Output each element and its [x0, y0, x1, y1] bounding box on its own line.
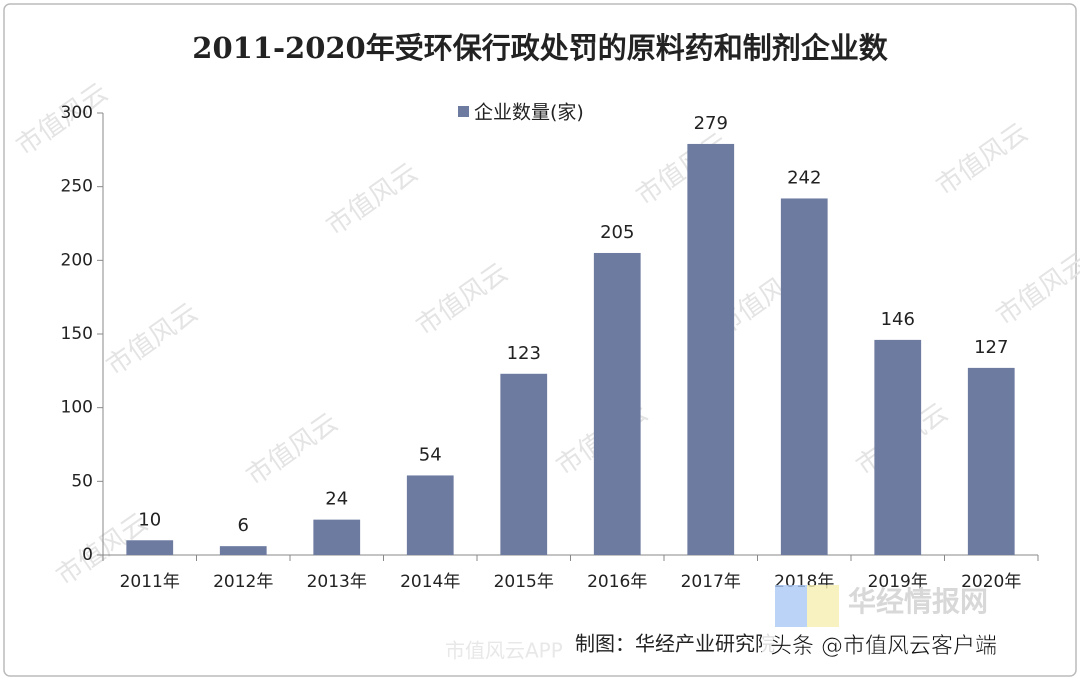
x-tick-label: 2015年	[494, 572, 554, 592]
logo-block	[775, 585, 807, 627]
y-tick-label: 150	[61, 324, 93, 344]
data-label: 127	[974, 337, 1008, 358]
bar	[593, 252, 641, 555]
y-tick-label: 200	[61, 250, 93, 270]
chart-title: 2011-2020年受环保行政处罚的原料药和制剂企业数	[192, 31, 888, 65]
data-label: 279	[694, 113, 728, 134]
y-tick-label: 250	[61, 177, 93, 197]
data-label: 10	[138, 509, 161, 530]
bar	[126, 540, 174, 555]
logo-block	[807, 585, 839, 627]
bar	[406, 475, 454, 555]
bar	[967, 367, 1015, 555]
bar	[219, 546, 267, 555]
bar	[313, 519, 361, 555]
data-label: 24	[325, 489, 348, 510]
x-tick-label: 2012年	[213, 572, 273, 592]
watermark-app: 市值风云APP	[445, 639, 563, 663]
data-label: 242	[787, 167, 821, 188]
source: 制图：华经产业研究院	[575, 632, 775, 656]
watermark-logo: 华经情报网	[848, 585, 988, 618]
data-label: 205	[600, 222, 634, 243]
data-label: 54	[419, 444, 442, 465]
data-label: 146	[881, 309, 915, 330]
x-tick-label: 2014年	[400, 572, 460, 592]
y-tick-label: 100	[61, 398, 93, 418]
legend-label: 企业数量(家)	[474, 102, 584, 124]
bar	[874, 339, 922, 555]
x-tick-label: 2017年	[681, 572, 741, 592]
plot: 0 50 100 150 200 250 300 2011年 2012年 2013年 2014年 20…	[61, 102, 1039, 592]
y-tick-label: 300	[61, 103, 93, 123]
bar	[500, 373, 548, 555]
y-tick-label: 50	[71, 471, 93, 491]
data-label: 123	[507, 343, 541, 364]
x-tick-label: 2020年	[961, 572, 1021, 592]
x-tick-label: 2019年	[868, 572, 928, 592]
x-tick-label: 2013年	[307, 572, 367, 592]
y-tick-label: 0	[82, 545, 93, 565]
legend-swatch	[458, 106, 469, 117]
overlay-bg	[762, 628, 1067, 664]
watermark-toutiao: 头条 @市值风云客户端	[770, 634, 997, 659]
bar	[687, 143, 735, 555]
bar	[780, 198, 828, 555]
x-tick-label: 2016年	[587, 572, 647, 592]
x-tick-label: 2011年	[120, 572, 180, 592]
data-label: 6	[238, 515, 249, 536]
